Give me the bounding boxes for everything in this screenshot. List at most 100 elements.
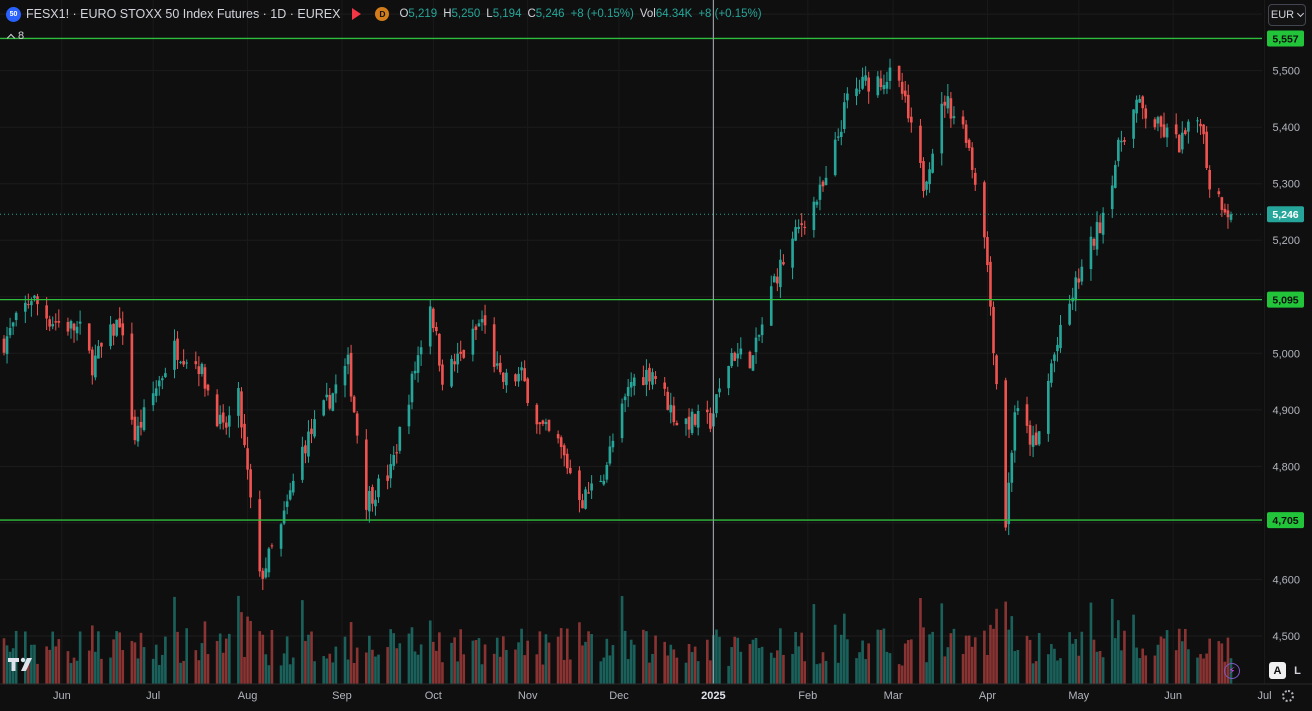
volume-bar xyxy=(541,664,545,684)
candle-body xyxy=(1050,363,1053,383)
level-label-bg xyxy=(1267,512,1304,529)
volume-bar xyxy=(200,643,204,684)
candle-body xyxy=(1174,124,1178,135)
candle-body xyxy=(398,426,402,451)
chevron-down-icon xyxy=(1297,9,1305,18)
candle-body xyxy=(185,362,188,364)
volume-bar xyxy=(754,638,758,684)
volume-bar xyxy=(185,628,188,684)
volume-bar xyxy=(535,654,539,684)
candle-body xyxy=(51,324,55,327)
volume-bar xyxy=(544,634,548,684)
candle-body xyxy=(693,414,697,425)
volume-bar xyxy=(90,625,94,684)
volume-bar xyxy=(1202,658,1205,684)
candle-body xyxy=(1123,140,1126,142)
tradingview-logo-icon[interactable] xyxy=(8,656,36,672)
candle-body xyxy=(72,323,76,331)
volume-bar xyxy=(992,628,995,684)
candle-body xyxy=(760,324,764,336)
volume-bar xyxy=(374,656,377,684)
volume-bar xyxy=(599,661,603,684)
candle-body xyxy=(858,90,861,92)
candle-body xyxy=(565,453,569,469)
price-tick-label: 4,500 xyxy=(1272,631,1300,643)
log-scale-button[interactable]: L xyxy=(1294,664,1301,677)
volume-bar xyxy=(684,662,688,684)
volume-bar xyxy=(328,653,332,684)
volume-bar xyxy=(943,656,947,684)
candle-body xyxy=(227,415,231,427)
candle-body xyxy=(112,323,115,336)
candle-body xyxy=(517,373,520,382)
volume-bar xyxy=(1162,638,1166,684)
candle-body xyxy=(419,347,423,355)
volume-bar xyxy=(1016,649,1020,684)
volume-bar xyxy=(456,661,459,684)
candle-body xyxy=(952,116,956,119)
candle-body xyxy=(772,276,776,283)
candle-body xyxy=(441,364,444,385)
symbol-title[interactable]: FESX1! · EURO STOXX 50 Index Futures · 1… xyxy=(26,7,341,21)
volume-bar xyxy=(1196,657,1199,684)
price-tick-label: 5,500 xyxy=(1272,66,1300,78)
price-tick-label: 4,900 xyxy=(1272,405,1300,417)
level-label: 5,095 xyxy=(1272,295,1298,307)
volume-bar xyxy=(538,631,542,684)
candle-body xyxy=(505,372,508,386)
volume-bar xyxy=(428,620,432,684)
candle-body xyxy=(1220,197,1224,210)
volume-bar xyxy=(249,620,252,684)
volume-bar xyxy=(480,664,484,684)
candle-body xyxy=(349,352,353,397)
candle-body xyxy=(395,452,399,454)
chevron-up-icon xyxy=(6,33,16,42)
volume-bar xyxy=(1025,635,1029,684)
volume-bar xyxy=(243,656,246,684)
candle-body xyxy=(718,388,721,393)
volume-bar xyxy=(906,640,910,684)
volume-bar xyxy=(240,612,243,684)
candle-body xyxy=(776,276,779,284)
volume-bar xyxy=(690,652,694,684)
candle-body xyxy=(663,382,667,389)
candle-body xyxy=(1196,120,1199,122)
volume-bar xyxy=(206,654,210,684)
volume-bar xyxy=(1080,631,1084,684)
gear-icon[interactable] xyxy=(1282,690,1294,702)
candle-body xyxy=(1098,222,1102,234)
volume-bar xyxy=(846,639,849,684)
indicators-toggle[interactable]: 8 xyxy=(4,28,28,44)
volume-bar xyxy=(453,637,456,684)
volume-bar xyxy=(1004,601,1008,684)
candle-body xyxy=(922,161,925,192)
candle-body xyxy=(392,454,396,466)
candle-body xyxy=(282,510,286,524)
auto-scale-button[interactable]: A xyxy=(1269,662,1286,679)
lightning-icon[interactable]: ⚡ xyxy=(1224,663,1240,679)
data-delay-badge[interactable]: D xyxy=(375,7,390,21)
candle-body xyxy=(1028,425,1032,445)
volume-value: 64.34K xyxy=(655,8,693,20)
candle-body xyxy=(5,336,9,355)
horizontal-levels[interactable]: 5,557 5,095 4,705 5,246 xyxy=(0,30,1304,529)
currency-button[interactable]: EUR xyxy=(1268,4,1306,26)
candle-body xyxy=(389,464,392,479)
red-flag-icon[interactable] xyxy=(352,8,362,20)
candle-body xyxy=(495,363,499,366)
candle-body xyxy=(797,226,800,230)
candle-body xyxy=(1141,96,1145,109)
volume-bar xyxy=(322,656,326,684)
volume-bar xyxy=(876,629,880,684)
candle-body xyxy=(325,394,329,398)
candle-body xyxy=(666,391,670,410)
volume-bar xyxy=(121,650,125,684)
volume-bar xyxy=(797,646,800,684)
candle-body xyxy=(1135,99,1138,114)
volume-bar xyxy=(794,632,797,684)
candle-body xyxy=(1037,431,1041,445)
time-axis[interactable]: Jun Jul Aug Sep Oct Nov Dec 2025 Feb Mar Apr May Jun… xyxy=(0,683,1312,702)
candle-body xyxy=(115,319,118,336)
candle-body xyxy=(331,393,335,411)
